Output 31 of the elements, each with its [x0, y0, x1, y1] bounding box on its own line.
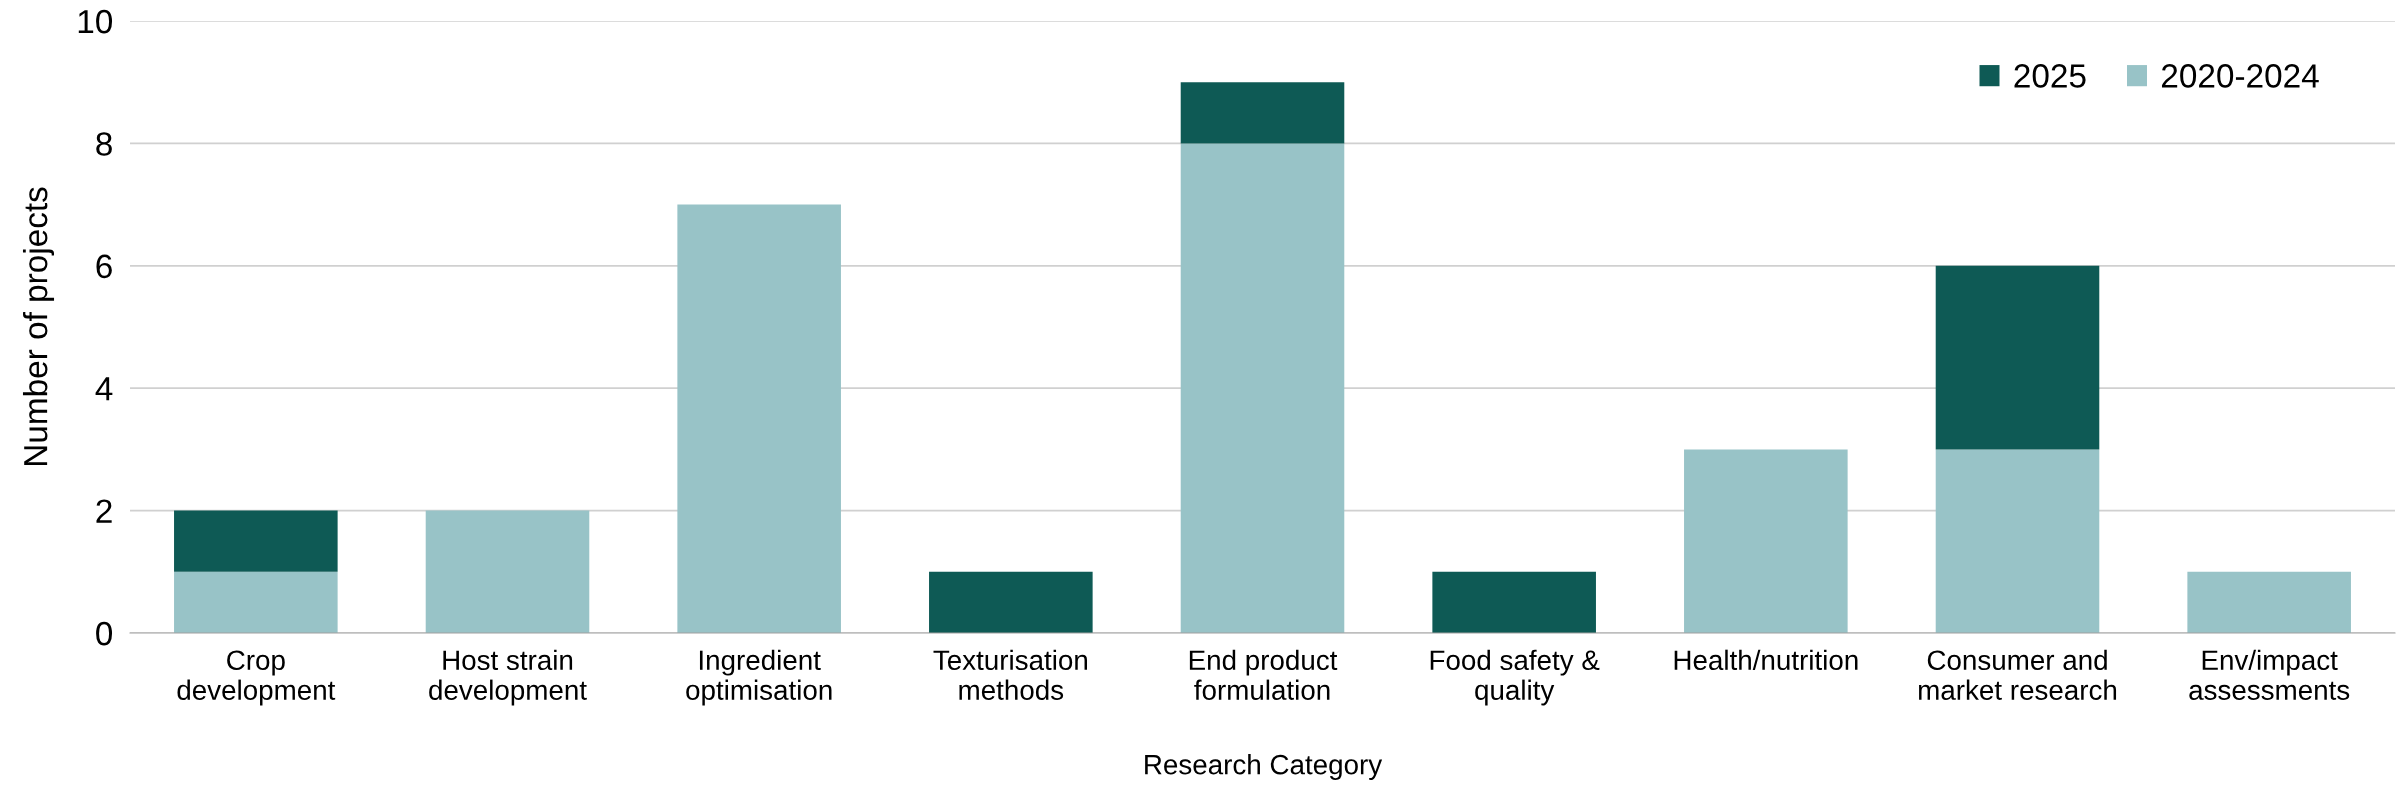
bar: [174, 510, 338, 572]
bar: [425, 510, 590, 633]
bar: [1180, 143, 1345, 633]
x-tick-label: End product formulation: [1189, 649, 1338, 700]
y-tick-label: 8: [96, 132, 112, 156]
bar: [1935, 449, 2100, 633]
bar: [1432, 571, 1596, 633]
bar: [1935, 265, 2100, 450]
x-tick-label: Env/impact assessments: [2189, 649, 2350, 700]
bar: [677, 204, 841, 633]
y-tick-label: 2: [96, 499, 112, 523]
x-tick-label: Ingredient optimisation: [686, 649, 832, 706]
x-tick-label: Consumer and market research: [1919, 649, 2117, 700]
y-axis-title: Number of projects: [22, 187, 55, 466]
x-tick-label: Host strain development: [429, 649, 587, 706]
y-tick-label: 4: [95, 377, 113, 401]
bar: [929, 571, 1093, 633]
x-tick-label: Crop development: [177, 650, 336, 706]
x-tick-label: Texturisation methods: [933, 649, 1087, 700]
x-tick-label: Health/nutrition: [1674, 649, 1858, 671]
bar: [1684, 449, 1848, 633]
y-tick-label: 0: [96, 621, 113, 646]
bar: [2187, 571, 2351, 633]
legend-label: 2025: [2014, 64, 2086, 88]
y-tick-label: 10: [78, 9, 113, 34]
bar: [174, 571, 338, 633]
legend-label: 2020-2024: [2161, 64, 2319, 88]
x-axis-title: Research Category: [1145, 754, 1383, 780]
x-tick-label: Food safety & quality: [1430, 649, 1600, 706]
y-tick-label: 6: [96, 254, 112, 279]
bar: [1180, 82, 1345, 144]
